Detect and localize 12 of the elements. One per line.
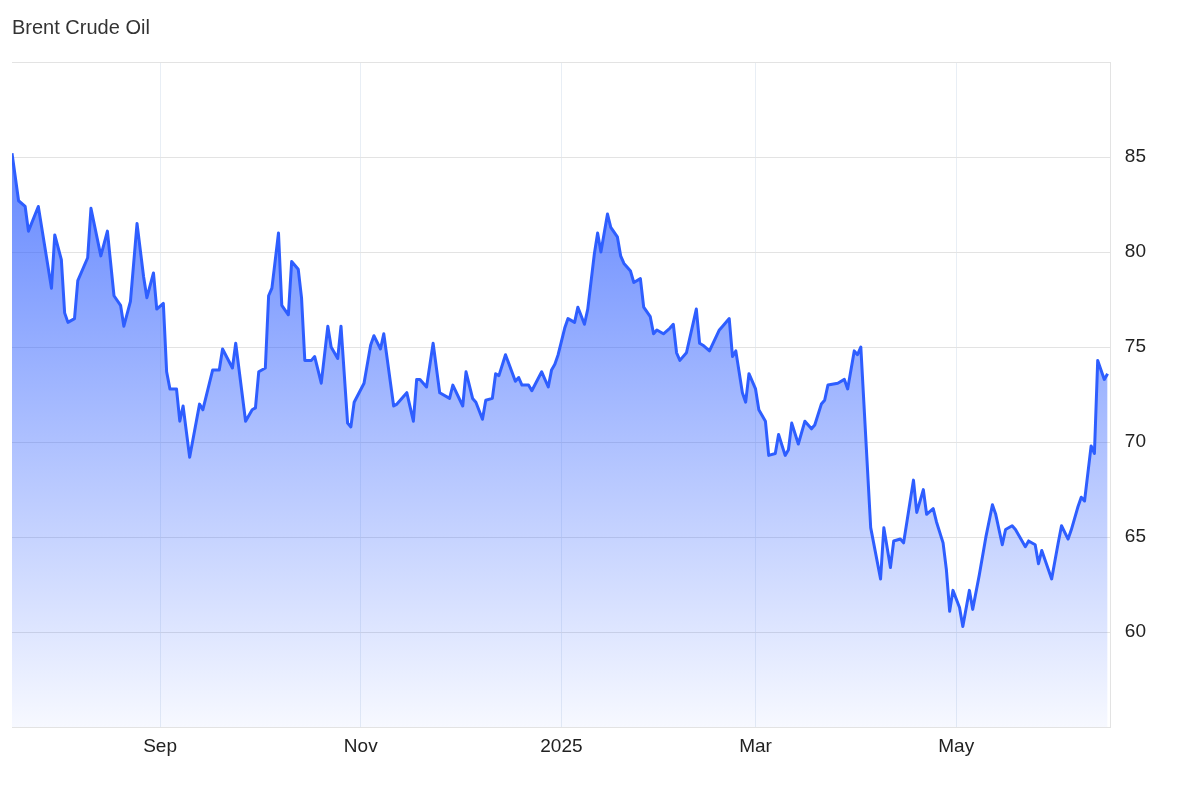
chart-title: Brent Crude Oil <box>12 15 150 38</box>
y-tick-label: 80 <box>1124 240 1147 262</box>
x-tick-label: May <box>938 734 975 756</box>
y-tick-label: 85 <box>1124 145 1147 167</box>
x-tick-label: Mar <box>739 734 773 756</box>
x-tick-label: Sep <box>143 734 177 756</box>
y-tick-label: 60 <box>1124 620 1147 642</box>
y-tick-label: 70 <box>1124 430 1147 452</box>
x-tick-label: Nov <box>343 734 379 756</box>
y-tick-label: 65 <box>1124 525 1147 547</box>
y-tick-label: 75 <box>1124 335 1147 357</box>
x-tick-label: 2025 <box>540 734 583 756</box>
